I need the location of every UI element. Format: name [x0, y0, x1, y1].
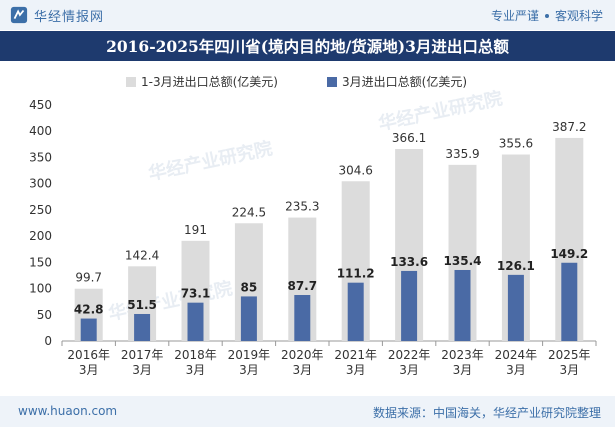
legend-label-march: 3月进出口总额(亿美元): [342, 74, 467, 89]
y-tick-label: 150: [29, 255, 52, 269]
x-tick-label-month: 3月: [506, 363, 526, 377]
data-label-total: 335.9: [445, 147, 479, 161]
data-label-total: 99.7: [75, 271, 102, 285]
tagline: 专业严谨 客观科学: [491, 7, 603, 24]
y-tick-label: 50: [37, 308, 52, 322]
x-tick-label-year: 2016年: [67, 348, 110, 362]
data-label-march: 135.4: [444, 254, 482, 268]
data-label-total: 142.4: [125, 248, 159, 262]
title-bar: 2016-2025年四川省(境内目的地/货源地)3月进出口总额: [0, 31, 615, 61]
bar-march: [240, 296, 257, 341]
data-label-march: 87.7: [287, 279, 317, 293]
data-label-march: 133.6: [390, 255, 428, 269]
x-tick-label-month: 3月: [186, 363, 206, 377]
data-label-total: 224.5: [232, 205, 266, 219]
data-label-total: 366.1: [392, 131, 426, 145]
x-tick-label-year: 2022年: [388, 348, 431, 362]
bar-march: [134, 313, 151, 341]
bar-march: [347, 282, 364, 341]
brand: 华经情报网: [10, 5, 104, 25]
footer: www.huaon.com 数据来源：中国海关，华经产业研究院整理: [0, 396, 615, 427]
data-label-march: 149.2: [550, 247, 588, 261]
y-tick-label: 250: [29, 203, 52, 217]
y-tick-label: 0: [44, 334, 52, 348]
data-label-total: 235.3: [285, 200, 319, 214]
bar-march: [454, 269, 471, 341]
watermark-text: 华经产业研究院: [106, 277, 234, 325]
bar-march: [507, 274, 524, 341]
tagline-left: 专业严谨: [490, 9, 539, 23]
x-tick-label-month: 3月: [132, 363, 152, 377]
y-tick-label: 200: [29, 229, 52, 243]
bar-march: [187, 302, 204, 341]
watermark-text: 华经产业研究院: [376, 87, 504, 135]
chart-title: 2016-2025年四川省(境内目的地/货源地)3月进出口总额: [106, 37, 509, 56]
x-tick-label-year: 2017年: [121, 348, 164, 362]
y-tick-label: 450: [29, 98, 52, 112]
data-label-total: 191: [184, 223, 207, 237]
x-tick-label-month: 3月: [79, 363, 99, 377]
x-tick-label-year: 2020年: [281, 348, 324, 362]
x-tick-label-month: 3月: [399, 363, 419, 377]
legend-swatch-total: [126, 77, 136, 87]
data-label-march: 51.5: [127, 298, 157, 312]
top-bar: 华经情报网 专业严谨 客观科学: [0, 0, 615, 30]
data-label-march: 126.1: [497, 259, 535, 273]
x-tick-label-month: 3月: [453, 363, 473, 377]
legend-label-total: 1-3月进出口总额(亿美元): [141, 74, 278, 89]
y-tick-label: 300: [29, 177, 52, 191]
data-label-march: 42.8: [74, 303, 104, 317]
y-tick-label: 400: [29, 124, 52, 138]
bar-march: [401, 270, 418, 341]
x-tick-label-month: 3月: [559, 363, 579, 377]
huajing-logo-icon: [10, 6, 28, 24]
brand-name: 华经情报网: [34, 9, 105, 25]
y-tick-label: 100: [29, 282, 52, 296]
data-label-march: 85: [241, 280, 258, 294]
data-label-total: 355.6: [499, 137, 533, 151]
x-tick-label-month: 3月: [292, 363, 312, 377]
watermark-text: 华经产业研究院: [146, 137, 274, 185]
tagline-right: 客观科学: [554, 9, 603, 23]
x-tick-label-year: 2023年: [441, 348, 484, 362]
bar-march: [561, 262, 578, 341]
x-tick-label-year: 2021年: [334, 348, 377, 362]
data-label-march: 111.2: [337, 267, 375, 281]
x-tick-label-year: 2024年: [495, 348, 538, 362]
data-label-total: 387.2: [552, 120, 586, 134]
data-label-march: 73.1: [181, 287, 211, 301]
data-source: 数据来源：中国海关，华经产业研究院整理: [372, 406, 601, 420]
x-tick-label-month: 3月: [346, 363, 366, 377]
data-label-total: 304.6: [339, 163, 373, 177]
x-tick-label-month: 3月: [239, 363, 259, 377]
x-tick-label-year: 2019年: [228, 348, 271, 362]
bar-march: [294, 295, 311, 341]
x-tick-label-year: 2018年: [174, 348, 217, 362]
footer-url[interactable]: www.huaon.com: [18, 404, 118, 418]
bar-march: [80, 318, 97, 341]
separator-dot-icon: [544, 13, 549, 18]
x-tick-label-year: 2025年: [548, 348, 591, 362]
legend-swatch-march: [327, 77, 337, 87]
y-tick-label: 350: [29, 150, 52, 164]
